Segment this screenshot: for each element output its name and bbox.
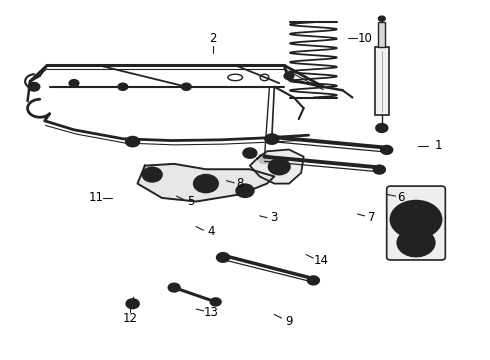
Text: 8: 8 (237, 177, 244, 190)
Circle shape (143, 167, 162, 182)
Text: 2: 2 (210, 32, 217, 45)
FancyBboxPatch shape (375, 47, 389, 116)
Circle shape (410, 238, 422, 247)
Circle shape (126, 299, 139, 309)
Circle shape (118, 83, 128, 90)
Ellipse shape (260, 74, 269, 81)
Circle shape (217, 253, 229, 262)
Circle shape (376, 124, 388, 132)
Ellipse shape (228, 74, 243, 81)
Circle shape (247, 151, 253, 155)
Circle shape (274, 163, 284, 170)
Polygon shape (250, 149, 304, 184)
Text: 9: 9 (285, 315, 293, 328)
Circle shape (381, 145, 392, 154)
Circle shape (243, 148, 257, 158)
Circle shape (397, 206, 435, 233)
Text: 3: 3 (270, 211, 278, 224)
Circle shape (391, 201, 441, 238)
Circle shape (308, 276, 319, 285)
Circle shape (126, 136, 140, 147)
Circle shape (148, 172, 156, 177)
Text: 13: 13 (203, 306, 218, 319)
Circle shape (403, 233, 429, 252)
Circle shape (378, 16, 385, 21)
Circle shape (69, 80, 79, 87)
Text: 7: 7 (368, 211, 376, 224)
Circle shape (379, 126, 384, 130)
Circle shape (397, 229, 435, 256)
Circle shape (210, 298, 221, 306)
Text: 5: 5 (188, 195, 195, 208)
Circle shape (284, 72, 294, 80)
Text: 14: 14 (313, 254, 328, 267)
Text: 12: 12 (122, 311, 138, 325)
Circle shape (168, 283, 180, 292)
Text: 4: 4 (207, 225, 215, 238)
Circle shape (411, 216, 421, 223)
Circle shape (236, 184, 254, 197)
Circle shape (194, 175, 218, 193)
FancyBboxPatch shape (378, 22, 385, 47)
Circle shape (28, 82, 40, 91)
FancyBboxPatch shape (387, 186, 445, 260)
Circle shape (130, 302, 135, 306)
Polygon shape (138, 164, 274, 202)
Circle shape (405, 212, 427, 227)
Text: 10: 10 (357, 32, 372, 45)
Circle shape (258, 154, 271, 163)
Circle shape (265, 134, 279, 144)
Circle shape (242, 188, 248, 193)
Circle shape (181, 83, 191, 90)
Circle shape (269, 159, 290, 175)
Text: 1: 1 (434, 139, 442, 152)
Circle shape (373, 165, 385, 174)
Text: 6: 6 (397, 192, 405, 204)
Text: 11: 11 (89, 192, 103, 204)
